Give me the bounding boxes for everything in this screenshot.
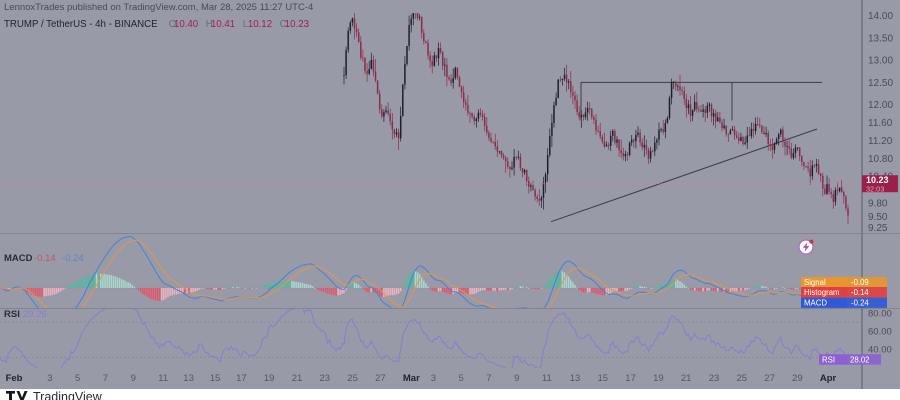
- svg-text:7: 7: [103, 373, 108, 384]
- svg-text:10.80: 10.80: [868, 154, 893, 165]
- svg-text:-0.24: -0.24: [62, 253, 84, 264]
- svg-text:9.25: 9.25: [868, 223, 888, 234]
- svg-text:19: 19: [264, 373, 275, 384]
- svg-text:25: 25: [347, 373, 358, 384]
- svg-text:3: 3: [431, 373, 436, 384]
- svg-text:17: 17: [625, 373, 636, 384]
- svg-text:Signal: Signal: [804, 278, 826, 287]
- svg-text:10.23: 10.23: [285, 19, 309, 30]
- svg-text:11.60: 11.60: [868, 118, 893, 129]
- svg-text:12.00: 12.00: [868, 100, 893, 111]
- svg-text:17: 17: [236, 373, 247, 384]
- svg-text:23: 23: [320, 373, 331, 384]
- svg-text:29.26: 29.26: [23, 309, 47, 320]
- svg-text:27: 27: [375, 373, 386, 384]
- svg-text:Histogram: Histogram: [804, 288, 840, 297]
- svg-text:27: 27: [764, 373, 775, 384]
- svg-text:40.00: 40.00: [868, 344, 892, 355]
- svg-text:11: 11: [542, 373, 552, 384]
- svg-text:15: 15: [210, 373, 221, 384]
- svg-text:13: 13: [183, 373, 194, 384]
- svg-text:15: 15: [598, 373, 609, 384]
- svg-text:23: 23: [709, 373, 720, 384]
- svg-text:RSI: RSI: [822, 356, 835, 365]
- svg-text:11.20: 11.20: [868, 136, 893, 147]
- svg-text:10.41: 10.41: [211, 19, 235, 30]
- svg-text:10.40: 10.40: [174, 19, 199, 30]
- svg-text:29: 29: [792, 373, 803, 384]
- svg-text:Mar: Mar: [403, 373, 420, 384]
- svg-text:9: 9: [514, 373, 519, 384]
- svg-text:9: 9: [131, 373, 136, 384]
- svg-text:9.80: 9.80: [868, 198, 888, 209]
- svg-text:10.12: 10.12: [248, 19, 272, 30]
- svg-text:MACD: MACD: [804, 298, 827, 307]
- svg-text:9.50: 9.50: [868, 212, 888, 223]
- svg-text:-0.14: -0.14: [34, 253, 56, 264]
- svg-text:-0.14: -0.14: [851, 288, 869, 297]
- svg-text:19: 19: [653, 373, 664, 384]
- svg-text:5: 5: [75, 373, 80, 384]
- svg-text:13.50: 13.50: [868, 33, 893, 44]
- svg-text:-0.24: -0.24: [851, 298, 869, 307]
- svg-text:-0.09: -0.09: [851, 278, 869, 287]
- svg-text:5: 5: [459, 373, 464, 384]
- svg-text:3: 3: [47, 373, 52, 384]
- svg-text:TRUMP / TetherUS - 4h - BINANC: TRUMP / TetherUS - 4h - BINANCE: [4, 19, 158, 30]
- svg-text:MACD: MACD: [4, 253, 33, 264]
- svg-text:LennoxTrades published on Trad: LennoxTrades published on TradingView.co…: [4, 2, 313, 13]
- svg-text:RSI: RSI: [4, 309, 20, 320]
- svg-text:21: 21: [681, 373, 692, 384]
- svg-text:12.50: 12.50: [868, 78, 893, 89]
- svg-text:21: 21: [292, 373, 303, 384]
- svg-text:80.00: 80.00: [868, 309, 892, 320]
- svg-text:32:03: 32:03: [866, 184, 884, 193]
- svg-text:28.02: 28.02: [850, 356, 870, 365]
- svg-text:11: 11: [158, 373, 168, 384]
- svg-text:7: 7: [486, 373, 491, 384]
- svg-text:13.00: 13.00: [868, 56, 893, 67]
- svg-text:14.00: 14.00: [868, 11, 893, 22]
- svg-text:13: 13: [570, 373, 581, 384]
- svg-text:Apr: Apr: [820, 373, 837, 384]
- svg-text:25: 25: [737, 373, 748, 384]
- svg-text:Feb: Feb: [6, 373, 23, 384]
- svg-text:60.00: 60.00: [868, 326, 892, 337]
